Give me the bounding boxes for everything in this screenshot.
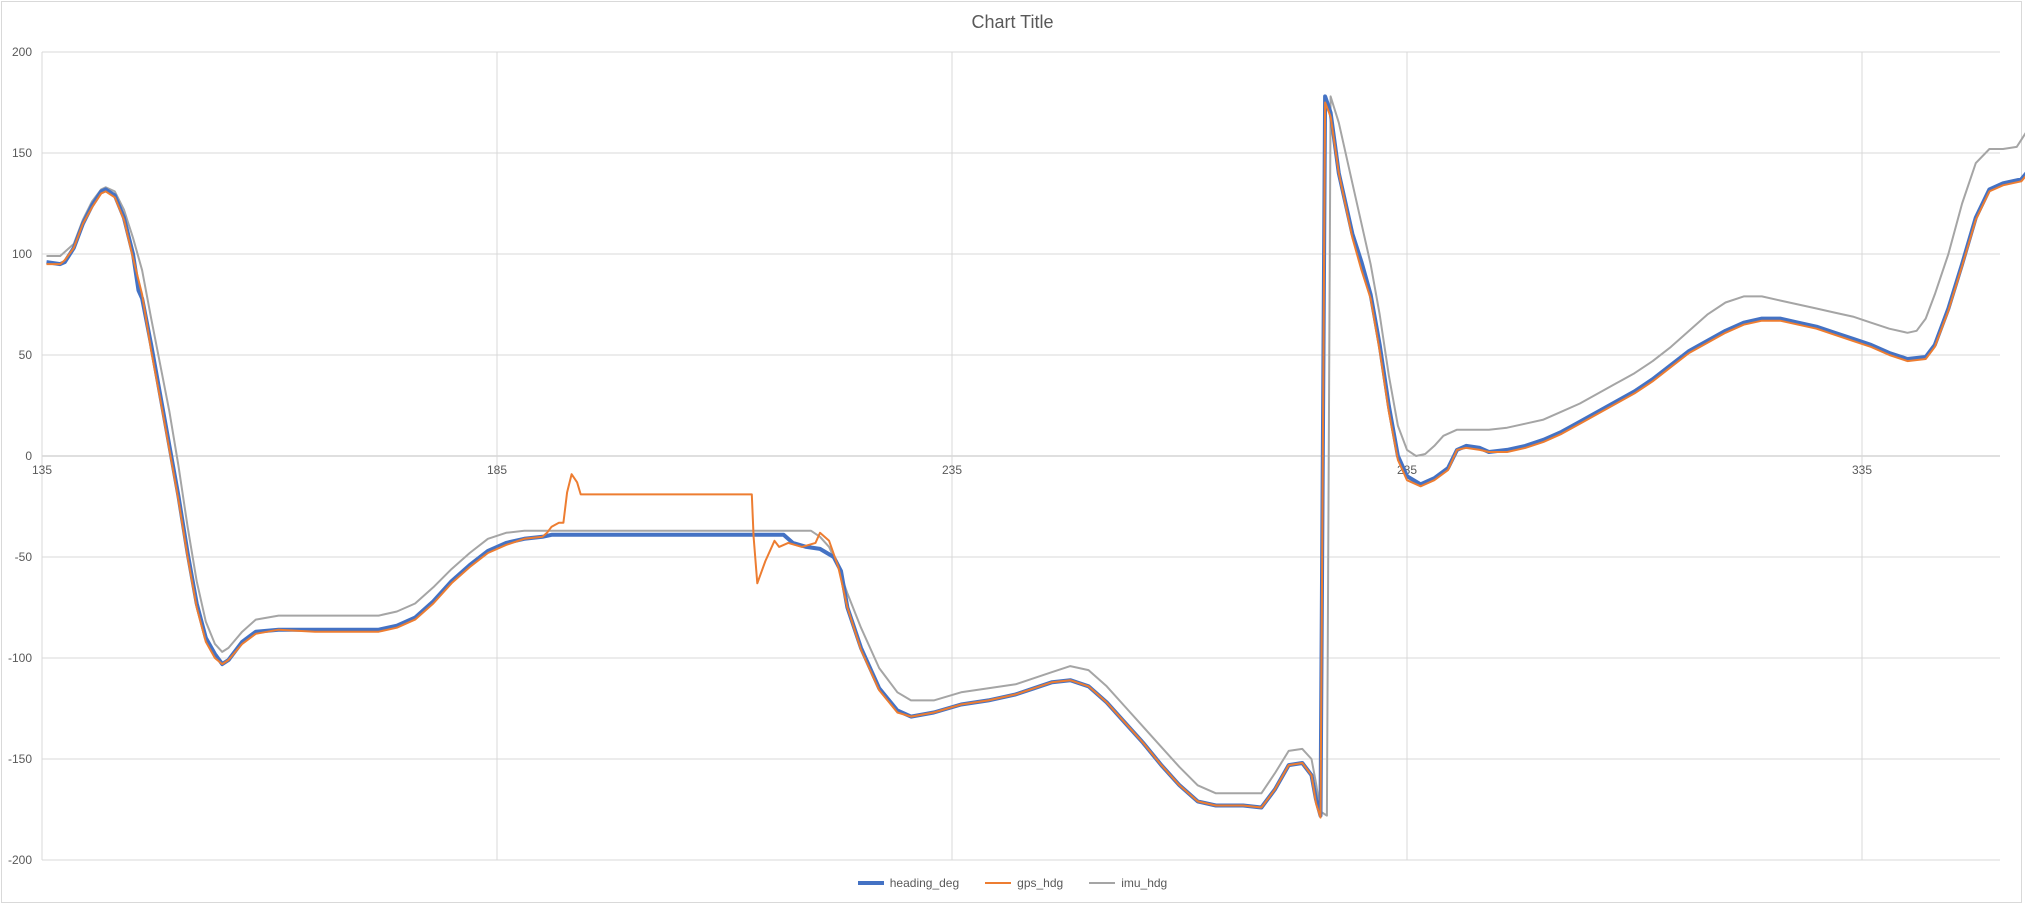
x-tick-label: 135 [32, 463, 52, 477]
legend-swatch [985, 882, 1012, 884]
x-tick-label: 235 [942, 463, 962, 477]
legend: heading_deg gps_hdg imu_hdg [0, 876, 2025, 890]
legend-label: imu_hdg [1121, 876, 1168, 890]
series-line-gps_hdg [46, 101, 2025, 819]
y-tick-label: 100 [12, 247, 32, 261]
y-tick-label: -50 [15, 550, 33, 564]
y-tick-label: -200 [8, 853, 32, 867]
y-tick-label: 50 [19, 348, 33, 362]
gridlines [41, 51, 2000, 861]
y-tick-label: -100 [8, 651, 32, 665]
y-tick-label: -150 [8, 752, 32, 766]
legend-item-heading_deg: heading_deg [857, 876, 960, 890]
legend-label: gps_hdg [1017, 876, 1064, 890]
legend-swatch [857, 881, 884, 885]
chart-title: Chart Title [971, 12, 1054, 32]
legend-swatch [1089, 882, 1116, 884]
y-tick-label: 150 [12, 146, 32, 160]
series-line-imu_hdg [46, 95, 2025, 817]
x-tick-label: 185 [487, 463, 507, 477]
y-tick-label: 0 [25, 449, 32, 463]
legend-item-gps_hdg: gps_hdg [985, 876, 1063, 890]
legend-label: heading_deg [889, 876, 960, 890]
x-tick-label: 335 [1852, 463, 1872, 477]
series-lines [46, 94, 2025, 819]
y-tick-label: 200 [12, 45, 32, 59]
legend-item-imu_hdg: imu_hdg [1089, 876, 1167, 890]
